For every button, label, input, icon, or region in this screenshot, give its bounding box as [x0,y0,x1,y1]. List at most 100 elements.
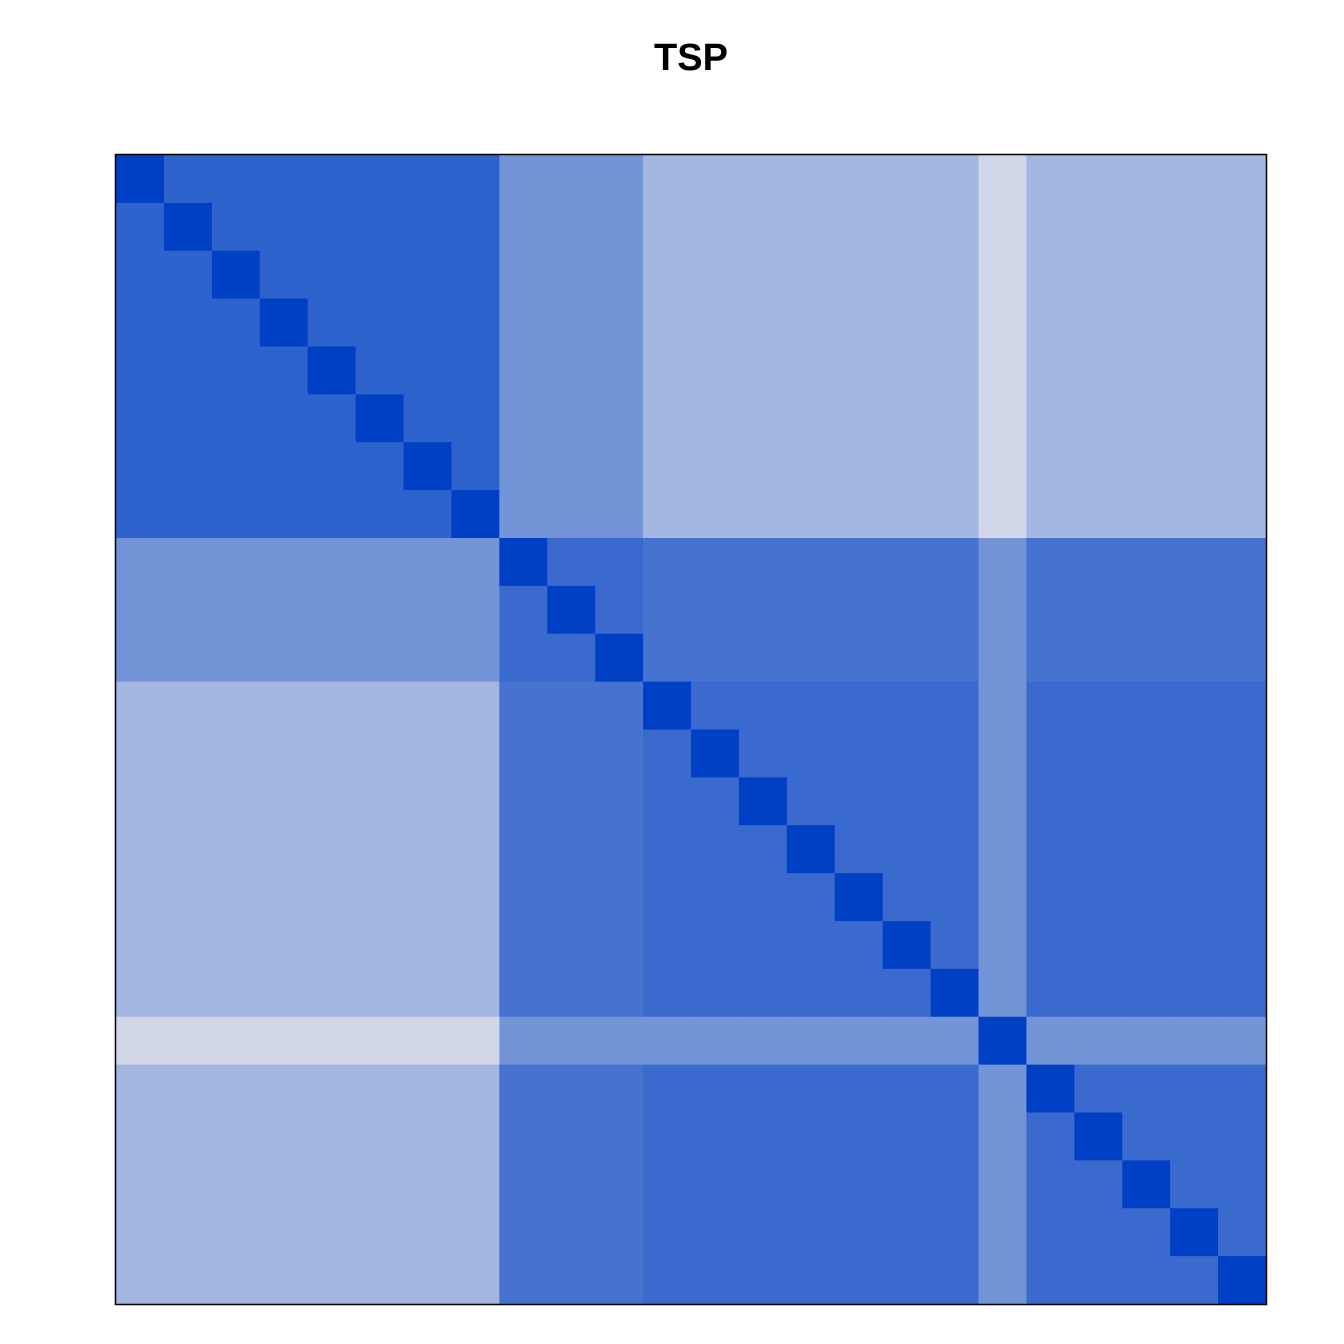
heatmap-cell [1122,681,1171,731]
heatmap-cell [259,585,309,635]
heatmap-cell [116,250,165,300]
heatmap-cell [882,1016,932,1066]
heatmap-cell [786,681,836,731]
heatmap-cell [786,490,836,539]
heatmap-cell [211,1256,261,1305]
heatmap-cell [1122,490,1171,539]
heatmap-cell [116,729,165,778]
heatmap-cell [403,346,453,395]
heatmap-cell [451,633,500,683]
heatmap-cell [355,825,405,874]
heatmap-cell [691,968,740,1018]
heatmap-cell [355,490,405,539]
heatmap-cell [307,1064,357,1114]
heatmap-cell [691,1016,740,1066]
heatmap-cell [1074,298,1123,348]
heatmap-cell [1026,155,1075,204]
heatmap-cell [1074,873,1123,922]
heatmap-cell [116,442,165,491]
heatmap-cell [1218,825,1267,874]
heatmap-cell [1218,442,1267,491]
heatmap-cell [1170,298,1219,348]
heatmap-cell [882,729,932,778]
heatmap-cell [595,1016,644,1066]
heatmap-cell [1218,250,1267,300]
heatmap-cell [643,633,692,683]
heatmap-cell [1218,921,1267,970]
heatmap-cell [547,346,596,395]
heatmap-cell [1122,442,1171,491]
heatmap-cell [834,298,884,348]
heatmap-cell [355,1016,405,1066]
heatmap-cell [978,538,1028,587]
heatmap-cell [259,298,309,348]
heatmap-cell [163,250,213,300]
heatmap-cell [211,777,261,826]
heatmap-cell [1026,1112,1075,1161]
heatmap-cell [882,777,932,826]
heatmap-cell [163,298,213,348]
heatmap-cell [259,1256,309,1305]
heatmap-cell [1026,777,1075,826]
heatmap-cell [643,873,692,922]
heatmap-cell [211,1112,261,1161]
heatmap-cell [116,873,165,922]
heatmap-cell [499,538,548,587]
heatmap-cell [1122,873,1171,922]
heatmap-cell [1218,1064,1267,1114]
heatmap-cell [1170,250,1219,300]
heatmap-cell [1026,1160,1075,1209]
heatmap-cell [834,681,884,731]
heatmap-cell [355,1112,405,1161]
heatmap-cell [1026,585,1075,635]
heatmap-cell [1218,298,1267,348]
heatmap-cell [307,298,357,348]
heatmap-cell [1218,1016,1267,1066]
heatmap-cell [882,298,932,348]
heatmap-cell [643,777,692,826]
heatmap-cell [403,538,453,587]
heatmap-cell [355,442,405,491]
heatmap-cell [595,442,644,491]
heatmap-cell [211,442,261,491]
heatmap-cell [259,729,309,778]
heatmap-cell [307,1208,357,1257]
heatmap-cell [163,394,213,443]
heatmap-cell [259,873,309,922]
heatmap-cell [1218,1208,1267,1257]
heatmap-cell [595,873,644,922]
heatmap-cell [978,825,1028,874]
heatmap-cell [1122,585,1171,635]
heatmap-cell [786,1160,836,1209]
heatmap-cell [691,155,740,204]
heatmap-cell [116,921,165,970]
heatmap-cell [163,1112,213,1161]
heatmap-cell [355,729,405,778]
heatmap-cell [930,681,980,731]
heatmap-cell [1074,1064,1123,1114]
heatmap-cell [1218,1256,1267,1305]
heatmap-cell [547,250,596,300]
heatmap-cell [451,155,500,204]
heatmap-cell [1170,968,1219,1018]
heatmap-cell [259,538,309,587]
heatmap-cell [930,202,980,252]
heatmap-cell [1074,681,1123,731]
heatmap-cell [643,1160,692,1209]
heatmap-cell [834,1064,884,1114]
heatmap-cell [1122,1112,1171,1161]
heatmap-cell [211,1160,261,1209]
heatmap-cell [163,1256,213,1305]
heatmap-cell [691,729,740,778]
heatmap-cell [786,538,836,587]
heatmap-cell [355,1256,405,1305]
heatmap-cell [786,825,836,874]
heatmap-cell [595,968,644,1018]
heatmap-cell [691,921,740,970]
heatmap-cell [1074,538,1123,587]
heatmap-cell [1122,1160,1171,1209]
heatmap-cell [499,777,548,826]
heatmap-cell [738,250,788,300]
heatmap-cell [499,1256,548,1305]
heatmap-cell [691,1256,740,1305]
